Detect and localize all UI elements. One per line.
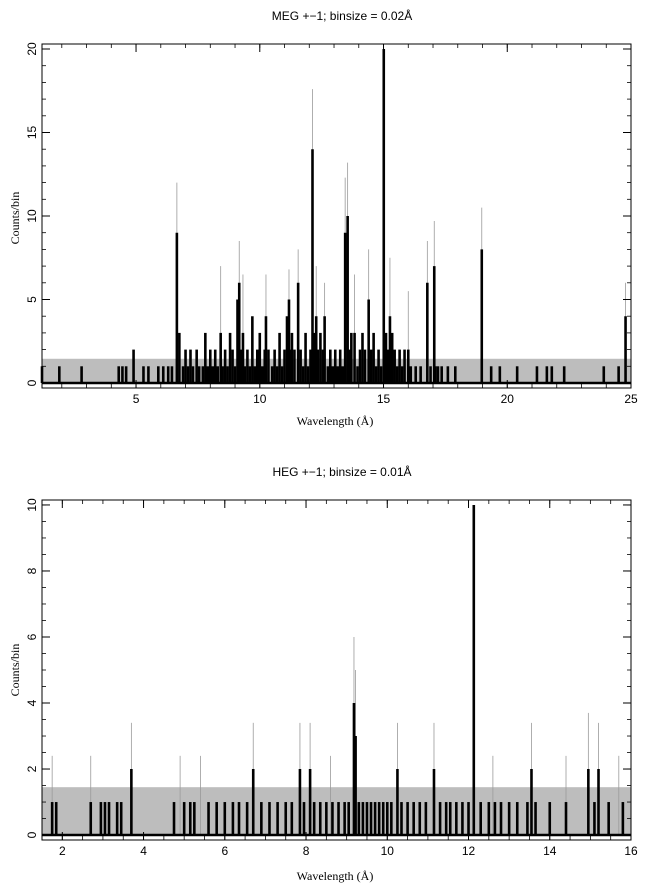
meg-x-tick-label: 20 [501, 392, 515, 406]
meg-x-tick-label: 15 [377, 392, 391, 406]
meg-y-tick-label: 15 [25, 126, 39, 140]
meg-x-tick-label: 10 [253, 392, 267, 406]
heg-error-band [42, 787, 631, 836]
heg-x-tick-label: 12 [462, 844, 476, 858]
heg-y-tick-label: 10 [25, 498, 39, 512]
heg-y-tick-label: 8 [25, 567, 39, 574]
meg-plot-area [40, 43, 632, 389]
heg-y-tick-label: 4 [25, 699, 39, 706]
meg-spectrum-panel: MEG +−1; binsize = 0.02Å Wavelength (Å) … [8, 8, 638, 428]
heg-chart-title: HEG +−1; binsize = 0.01Å [272, 464, 411, 479]
heg-x-tick-label: 4 [140, 844, 147, 858]
meg-x-tick-label: 25 [624, 392, 638, 406]
heg-y-tick-label: 0 [25, 831, 39, 838]
meg-x-axis-label: Wavelength (Å) [297, 414, 374, 428]
heg-x-tick-label: 10 [381, 844, 395, 858]
heg-y-tick-label: 6 [25, 633, 39, 640]
heg-spectrum-panel: HEG +−1; binsize = 0.01Å Wavelength (Å) … [8, 464, 638, 883]
heg-x-tick-label: 8 [303, 844, 310, 858]
meg-y-tick-label: 20 [25, 42, 39, 56]
meg-y-tick-label: 5 [25, 296, 39, 303]
heg-x-tick-label: 14 [543, 844, 557, 858]
meg-x-tick-label: 5 [133, 392, 140, 406]
heg-x-tick-label: 16 [624, 844, 638, 858]
meg-chart-title: MEG +−1; binsize = 0.02Å [272, 8, 412, 23]
heg-x-tick-label: 6 [221, 844, 228, 858]
meg-y-axis-label: Counts/bin [8, 192, 22, 245]
heg-x-axis-label: Wavelength (Å) [297, 869, 374, 883]
meg-y-tick-label: 0 [25, 379, 39, 386]
meg-y-tick-label: 10 [25, 209, 39, 223]
heg-y-tick-label: 2 [25, 765, 39, 772]
heg-y-axis-label: Counts/bin [8, 644, 22, 697]
heg-plot-area [41, 499, 632, 841]
heg-x-tick-label: 2 [59, 844, 66, 858]
